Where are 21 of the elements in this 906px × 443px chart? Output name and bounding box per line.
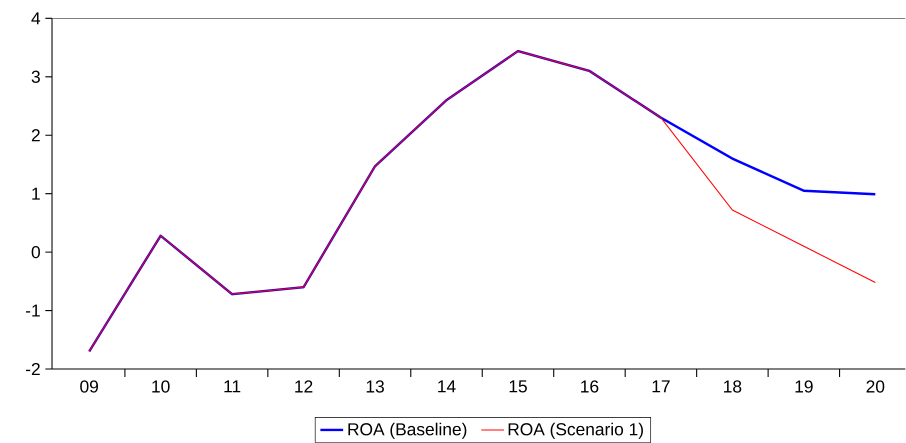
y-tick-label: 1: [32, 188, 40, 200]
x-tick-label: 17: [652, 380, 670, 392]
x-tick-label: 18: [724, 380, 742, 393]
y-tick-label: 0: [32, 246, 40, 258]
x-tick-label: 19: [796, 380, 813, 393]
x-tick-label: 09: [80, 380, 98, 393]
y-tick-label: -2: [26, 362, 40, 376]
x-tick-label: 20: [866, 380, 884, 393]
x-tick-label: 10: [152, 380, 170, 393]
x-tick-label: 12: [295, 380, 312, 393]
x-tick-label: 14: [438, 380, 456, 392]
y-tick-label: -1: [26, 304, 40, 317]
x-tick-label: 11: [224, 380, 240, 392]
x-tick-label: 13: [366, 380, 384, 393]
y-tick-label: 2: [32, 129, 40, 142]
legend-label: ROA (Scenario 1): [508, 422, 643, 439]
legend-label: ROA (Baseline): [348, 422, 466, 439]
x-tick-label: 15: [510, 380, 527, 392]
y-tick-label: 3: [32, 70, 40, 83]
x-tick-label: 16: [581, 380, 598, 393]
y-tick-label: 4: [31, 12, 40, 24]
